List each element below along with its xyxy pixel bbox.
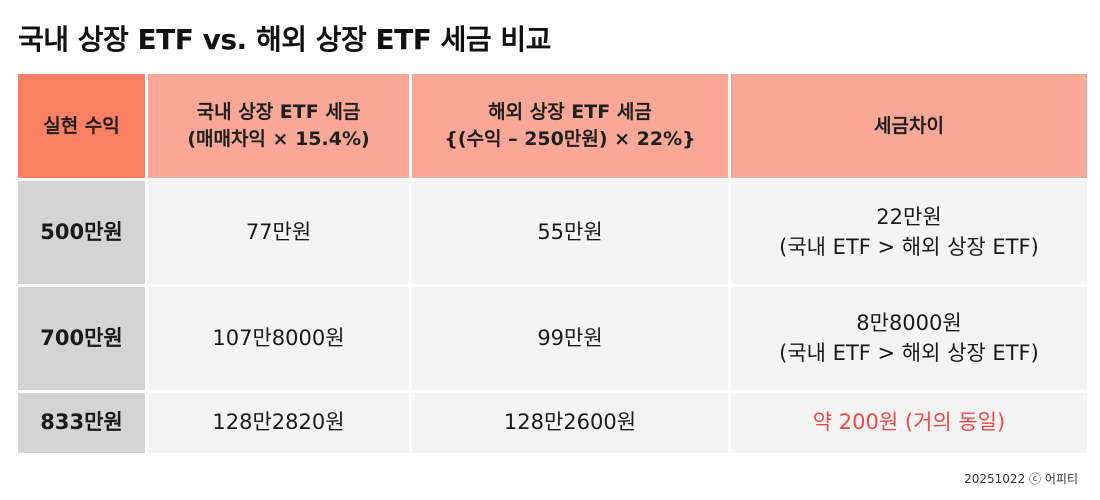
header-label: 세금차이 (874, 114, 944, 137)
domestic-tax-cell: 77만원 (148, 181, 409, 284)
difference-amount: 8만8000원 (856, 311, 962, 336)
overseas-tax-cell: 99만원 (412, 287, 728, 390)
page-title: 국내 상장 ETF vs. 해외 상장 ETF 세금 비교 (18, 23, 551, 56)
difference-note: (국내 ETF > 해외 상장 ETF) (779, 234, 1039, 259)
tax-difference-cell: 22만원 (국내 ETF > 해외 상장 ETF) (731, 181, 1087, 284)
tax-difference-cell: 8만8000원 (국내 ETF > 해외 상장 ETF) (731, 287, 1087, 390)
difference-amount: 22만원 (876, 205, 942, 230)
domestic-tax-cell: 107만8000원 (148, 287, 409, 390)
row-gain-700: 700만원 (18, 287, 145, 390)
header-realized-gain: 실현 수익 (18, 74, 145, 178)
tax-difference-cell-highlight: 약 200원 (거의 동일) (731, 393, 1087, 453)
header-formula: (매매차익 × 15.4%) (187, 128, 370, 150)
tax-comparison-table: 실현 수익 국내 상장 ETF 세금 (매매차익 × 15.4%) 해외 상장 … (18, 74, 1087, 454)
domestic-tax-cell: 128만2820원 (148, 393, 409, 453)
header-label: 해외 상장 ETF 세금 (488, 101, 652, 124)
header-label: 실현 수익 (43, 114, 120, 137)
footer-brand: 어피티 (1044, 472, 1078, 486)
copyright-icon: ⓒ (1029, 472, 1042, 486)
row-gain-833: 833만원 (18, 393, 145, 453)
header-overseas-tax: 해외 상장 ETF 세금 {(수익 – 250만원) × 22%} (412, 74, 728, 178)
footer-credit: 20251022 ⓒ 어피티 (964, 470, 1078, 487)
difference-note: (국내 ETF > 해외 상장 ETF) (779, 340, 1039, 365)
overseas-tax-cell: 55만원 (412, 181, 728, 284)
header-domestic-tax: 국내 상장 ETF 세금 (매매차익 × 15.4%) (148, 74, 409, 178)
header-tax-difference: 세금차이 (731, 74, 1087, 178)
header-label: 국내 상장 ETF 세금 (196, 101, 361, 124)
row-gain-500: 500만원 (18, 181, 145, 284)
header-formula: {(수익 – 250만원) × 22%} (444, 128, 696, 150)
overseas-tax-cell: 128만2600원 (412, 393, 728, 453)
footer-date: 20251022 (964, 472, 1026, 486)
